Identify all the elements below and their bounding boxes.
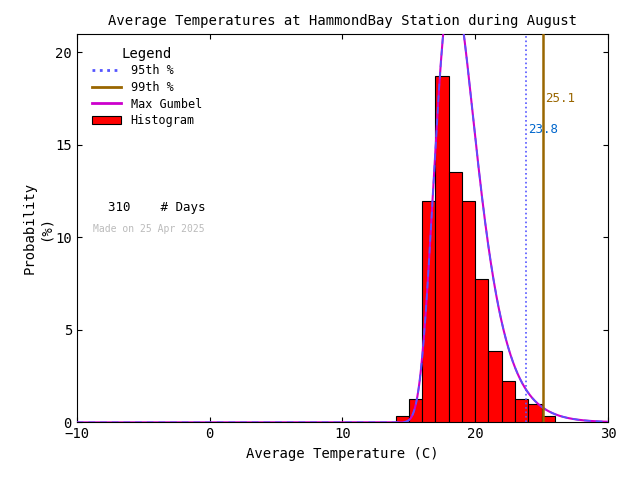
Text: Made on 25 Apr 2025: Made on 25 Apr 2025 (93, 224, 204, 234)
Bar (449, 171, 462, 422)
Legend: 95th %, 99th %, Max Gumbel, Histogram: 95th %, 99th %, Max Gumbel, Histogram (88, 43, 205, 131)
Bar (409, 398, 422, 422)
Bar (476, 279, 488, 422)
Bar (515, 398, 529, 422)
Bar (462, 201, 476, 422)
Bar (396, 417, 409, 422)
Bar (502, 381, 515, 422)
X-axis label: Average Temperature (C): Average Temperature (C) (246, 447, 438, 461)
Bar (435, 76, 449, 422)
Text: 23.8: 23.8 (529, 123, 558, 136)
Text: 310    # Days: 310 # Days (93, 201, 205, 214)
Bar (422, 201, 435, 422)
Title: Average Temperatures at HammondBay Station during August: Average Temperatures at HammondBay Stati… (108, 14, 577, 28)
Text: 25.1: 25.1 (545, 92, 575, 105)
Bar (488, 351, 502, 422)
Bar (541, 417, 555, 422)
Y-axis label: Probability
(%): Probability (%) (22, 182, 52, 274)
Bar (529, 405, 541, 422)
